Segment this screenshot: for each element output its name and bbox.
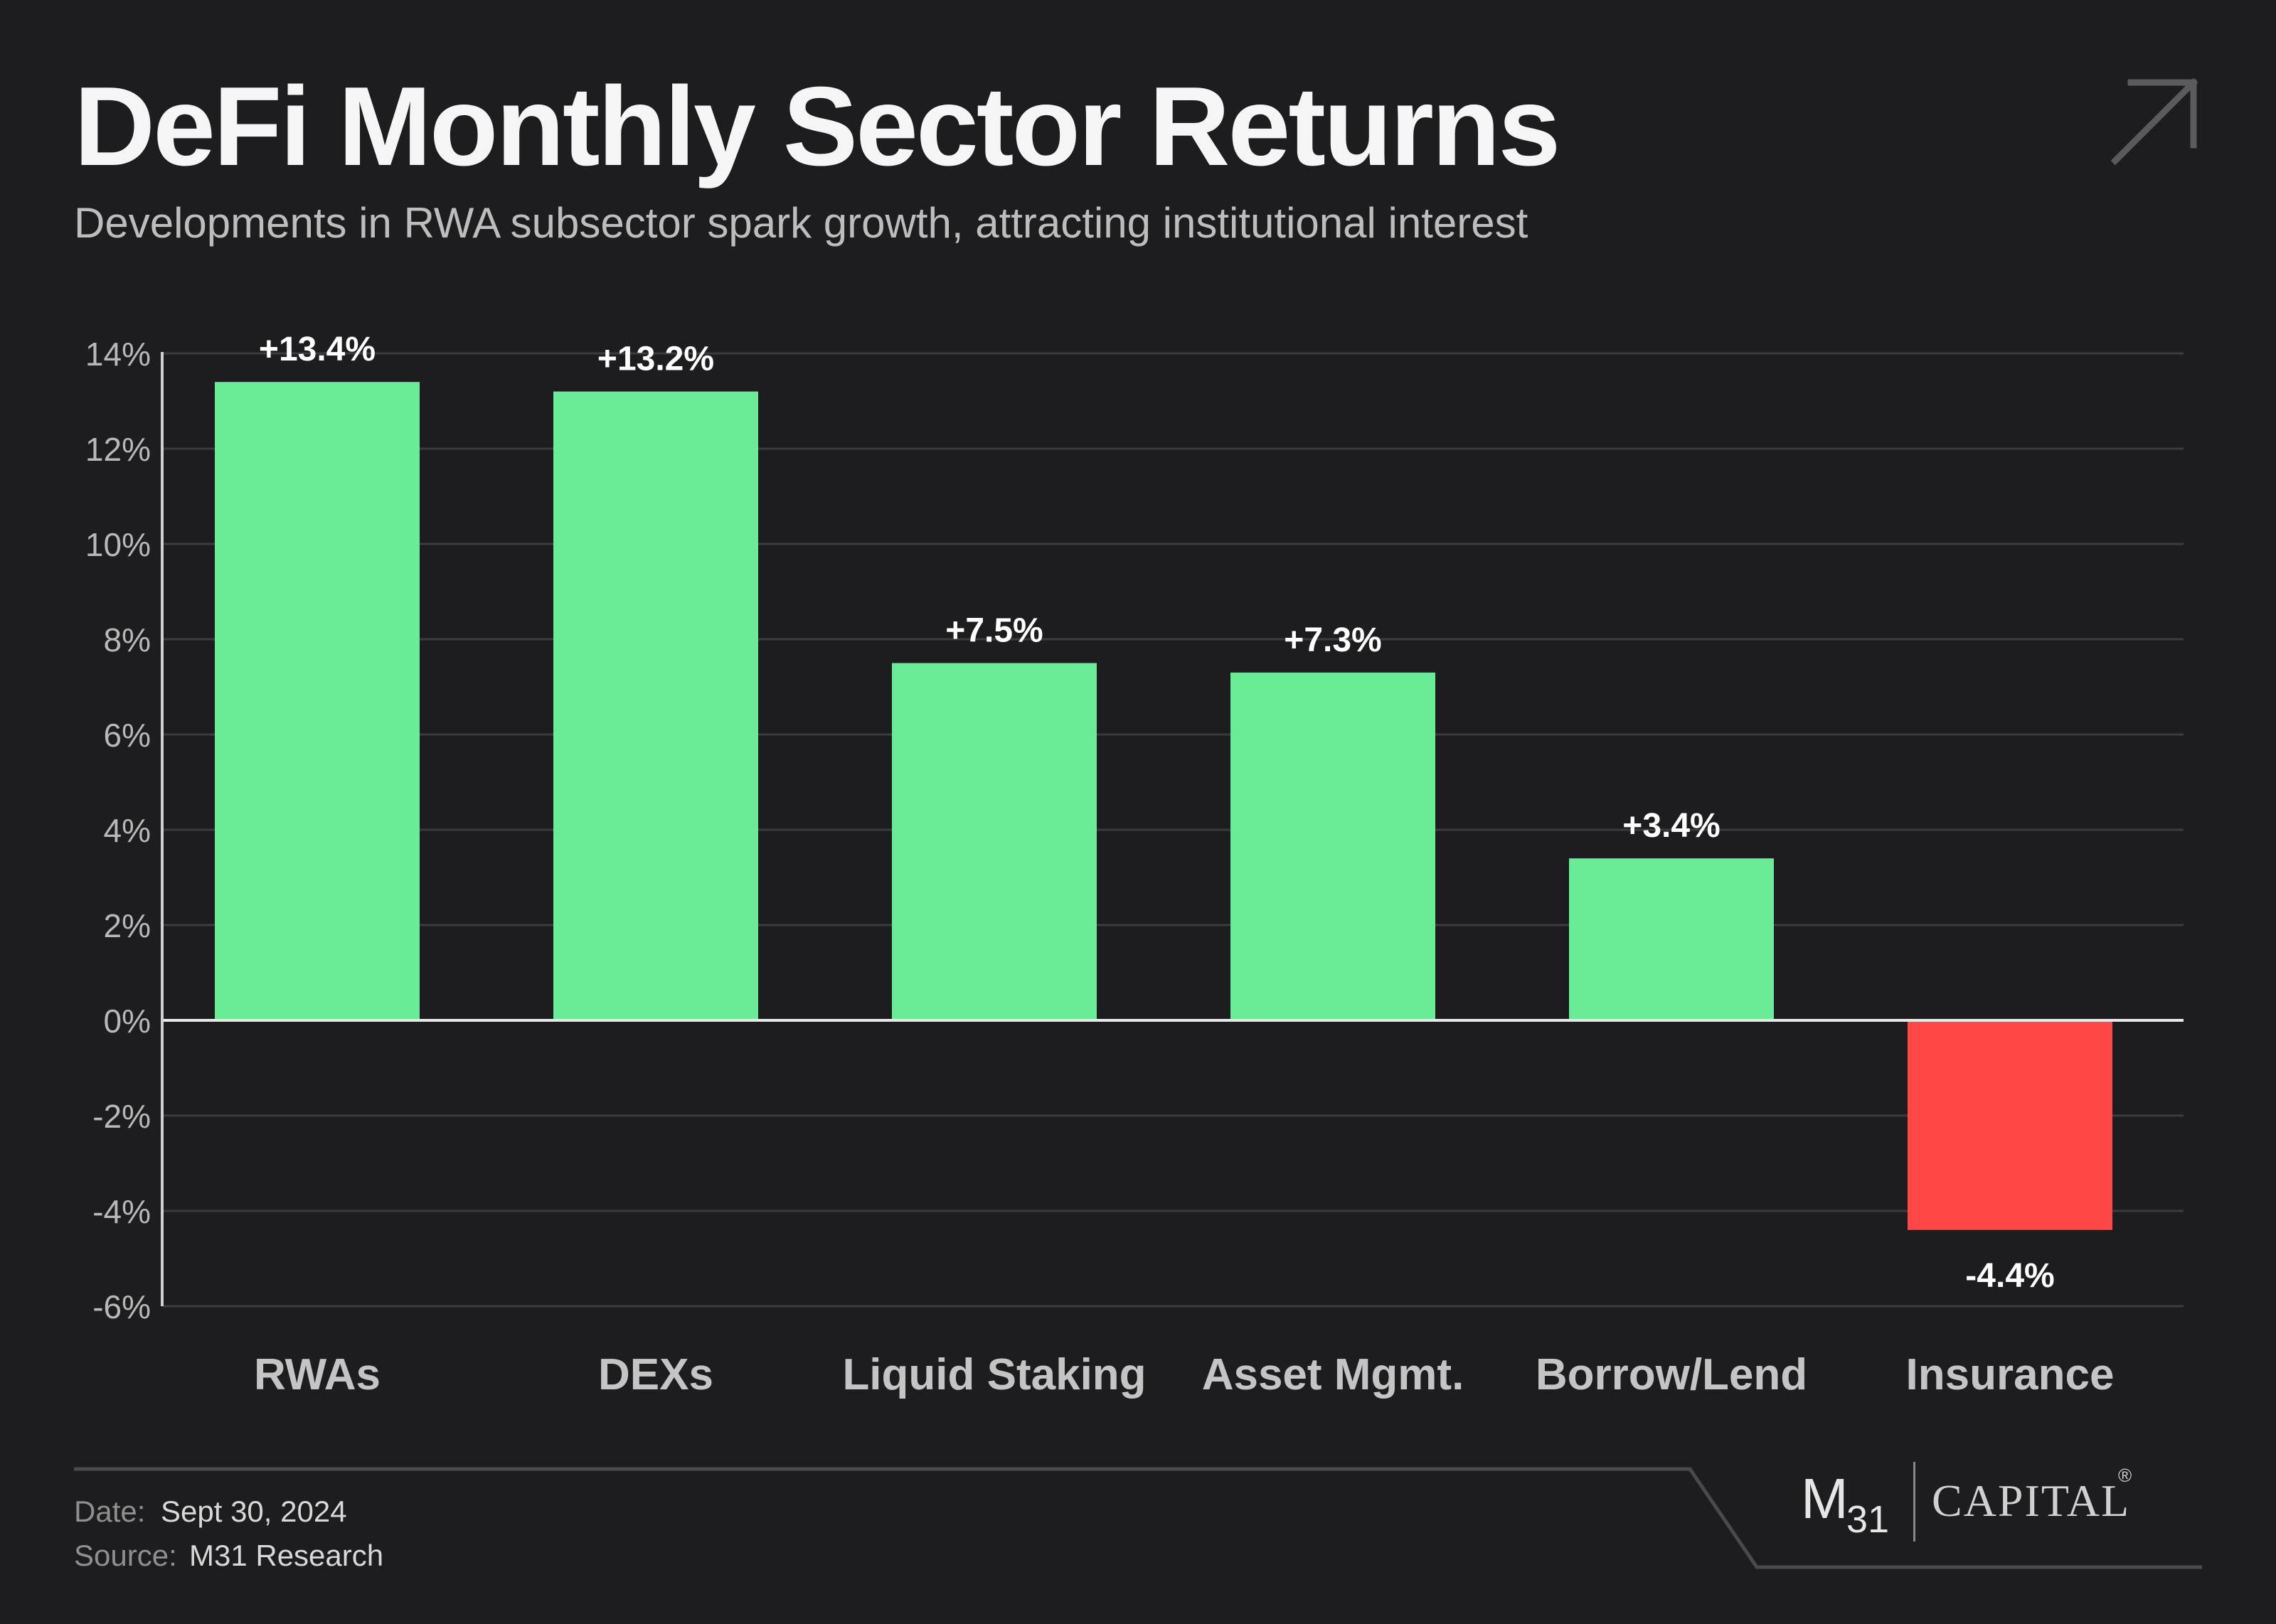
category-labels: RWAs DEXs Liquid Staking Asset Mgmt. Borrow/…	[254, 1350, 2114, 1399]
bar-liquid-staking	[892, 663, 1097, 1020]
y-tick-label: 12%	[85, 431, 151, 468]
value-label: +7.5%	[945, 612, 1043, 650]
category-label: RWAs	[254, 1350, 381, 1399]
y-tick-label: 6%	[104, 717, 151, 754]
y-tick-label: 2%	[104, 907, 151, 944]
chart-subtitle: Developments in RWA subsector spark grow…	[74, 199, 1528, 247]
value-label: -4.4%	[1965, 1257, 2054, 1295]
y-tick-label: 8%	[104, 621, 151, 658]
category-label: Borrow/Lend	[1536, 1350, 1807, 1399]
y-tick-label: 14%	[85, 336, 151, 373]
y-tick-label: 4%	[104, 812, 151, 849]
bar-insurance	[1908, 1020, 2112, 1230]
chart-title: DeFi Monthly Sector Returns	[74, 64, 1560, 189]
category-label: DEXs	[598, 1350, 713, 1399]
y-tick-label: 10%	[85, 526, 151, 563]
bar-dexs	[553, 391, 758, 1020]
source-label: Source:	[74, 1539, 177, 1572]
logo-31: 31	[1846, 1498, 1890, 1541]
bar-asset-mgmt	[1230, 672, 1435, 1020]
y-axis-ticks: 14% 12% 10% 8% 6% 4% 2% 0% -2% -4% -6%	[85, 336, 151, 1325]
category-label: Liquid Staking	[842, 1350, 1146, 1399]
date-label: Date:	[74, 1495, 146, 1528]
value-label: +13.4%	[259, 331, 376, 368]
category-label: Asset Mgmt.	[1202, 1350, 1464, 1399]
logo-capital: CAPITAL	[1932, 1475, 2131, 1526]
value-label: +7.3%	[1284, 621, 1381, 659]
date-value: Sept 30, 2024	[161, 1495, 347, 1528]
value-labels: +13.4% +13.2% +7.5% +7.3% +3.4% -4.4%	[259, 331, 2055, 1295]
footer-divider	[74, 1467, 2202, 1569]
logo-m: M	[1801, 1467, 1849, 1530]
source-value: M31 Research	[189, 1539, 384, 1572]
bars	[215, 382, 2112, 1230]
gridlines	[162, 352, 2184, 1308]
logo-divider	[1913, 1462, 1915, 1542]
y-tick-label: 0%	[104, 1003, 151, 1040]
y-tick-label: -2%	[92, 1098, 151, 1135]
registered-mark: ®	[2118, 1465, 2132, 1486]
value-label: +13.2%	[597, 341, 714, 378]
bar-borrow-lend	[1569, 858, 1774, 1020]
value-label: +3.4%	[1622, 807, 1720, 845]
category-label: Insurance	[1906, 1350, 2115, 1399]
arrow-up-right-icon	[2110, 78, 2198, 166]
y-tick-label: -4%	[92, 1193, 151, 1230]
y-tick-label: -6%	[92, 1288, 151, 1325]
bar-rwas	[215, 382, 420, 1020]
